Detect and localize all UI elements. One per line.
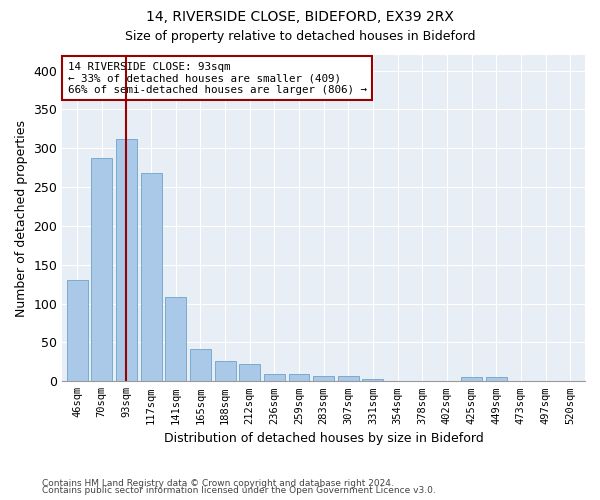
Bar — [486, 378, 507, 382]
Bar — [116, 139, 137, 382]
Bar — [91, 158, 112, 382]
Bar — [190, 348, 211, 382]
Bar — [67, 280, 88, 382]
Bar — [140, 173, 161, 382]
Text: Contains HM Land Registry data © Crown copyright and database right 2024.: Contains HM Land Registry data © Crown c… — [42, 478, 394, 488]
Y-axis label: Number of detached properties: Number of detached properties — [15, 120, 28, 316]
Text: Size of property relative to detached houses in Bideford: Size of property relative to detached ho… — [125, 30, 475, 43]
Bar — [362, 379, 383, 382]
Bar — [289, 374, 310, 382]
Bar — [313, 376, 334, 382]
Bar — [338, 376, 359, 382]
Bar — [239, 364, 260, 382]
Bar — [215, 361, 236, 382]
Bar — [165, 298, 186, 382]
Text: Contains public sector information licensed under the Open Government Licence v3: Contains public sector information licen… — [42, 486, 436, 495]
Text: 14 RIVERSIDE CLOSE: 93sqm
← 33% of detached houses are smaller (409)
66% of semi: 14 RIVERSIDE CLOSE: 93sqm ← 33% of detac… — [68, 62, 367, 94]
X-axis label: Distribution of detached houses by size in Bideford: Distribution of detached houses by size … — [164, 432, 484, 445]
Bar — [461, 378, 482, 382]
Text: 14, RIVERSIDE CLOSE, BIDEFORD, EX39 2RX: 14, RIVERSIDE CLOSE, BIDEFORD, EX39 2RX — [146, 10, 454, 24]
Bar — [264, 374, 285, 382]
